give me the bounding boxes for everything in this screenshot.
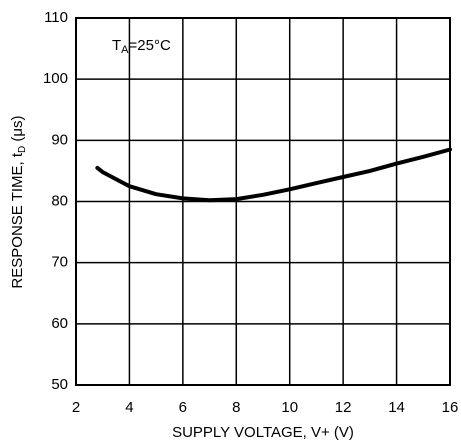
y-tick-label: 90 [51, 131, 68, 148]
y-tick-label: 100 [43, 70, 68, 87]
x-tick-label: 6 [179, 399, 187, 416]
plot-frame [75, 17, 451, 386]
annotation-subscript: A [121, 44, 129, 56]
annotation-symbol: T [112, 37, 121, 54]
x-axis-label: SUPPLY VOLTAGE, V+ (V) [172, 424, 354, 441]
y-label-subscript: D [17, 146, 28, 153]
x-tick-label: 12 [335, 399, 352, 416]
y-tick-label: 70 [51, 254, 68, 271]
y-tick-label: 60 [51, 315, 68, 332]
data-line [95, 147, 452, 203]
annotation-text: =25°C [129, 37, 171, 54]
y-label-unit: (μs) [9, 115, 26, 145]
annotation: TA=25°C [112, 37, 171, 56]
y-tick-label: 110 [44, 9, 68, 26]
y-tick-label: 80 [51, 192, 68, 209]
x-tick-label: 2 [72, 399, 80, 416]
y-tick-label: 50 [51, 376, 68, 393]
x-tick-label: 10 [281, 399, 298, 416]
y-axis-label: RESPONSE TIME, tD (μs) [9, 115, 28, 288]
x-tick-label: 8 [232, 399, 240, 416]
y-label-main: RESPONSE TIME, t [9, 152, 26, 288]
x-tick-label: 14 [388, 399, 405, 416]
x-tick-label: 16 [442, 399, 459, 416]
x-tick-label: 4 [125, 399, 133, 416]
